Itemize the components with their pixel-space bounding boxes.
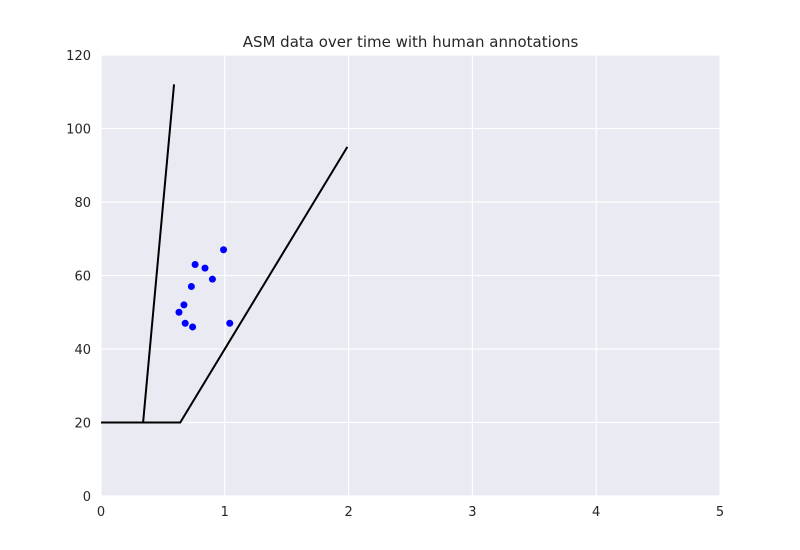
chart-title: ASM data over time with human annotation… (243, 33, 579, 51)
grid-lines (100, 54, 721, 497)
scatter-point (220, 246, 228, 254)
y-tick-label: 40 (74, 343, 91, 358)
x-tick-label: 1 (221, 505, 229, 520)
x-tick-label: 5 (716, 505, 724, 520)
x-tick-labels: 0 1 2 3 4 5 (97, 505, 724, 520)
scatter-point (180, 301, 188, 309)
scatter-point (189, 323, 197, 331)
y-tick-label: 100 (66, 123, 91, 138)
scatter-point (191, 260, 199, 268)
scatter-point (208, 275, 216, 283)
scatter-points-group (175, 246, 234, 331)
y-tick-label: 120 (66, 49, 91, 64)
x-tick-label: 0 (97, 505, 105, 520)
scatter-point (201, 264, 209, 272)
y-tick-label: 60 (74, 270, 91, 285)
scatter-point (226, 319, 234, 327)
x-tick-label: 2 (344, 505, 352, 520)
line-series-group (101, 84, 349, 424)
scatter-point (175, 308, 183, 316)
x-tick-label: 4 (592, 505, 600, 520)
scatter-point (181, 319, 189, 327)
y-tick-labels: 0 20 40 60 80 100 120 (66, 49, 91, 505)
x-tick-label: 3 (468, 505, 476, 520)
y-tick-label: 20 (74, 417, 91, 432)
scatter-point (187, 283, 195, 291)
y-tick-label: 80 (74, 196, 91, 211)
series-line (101, 146, 349, 424)
y-tick-label: 0 (83, 490, 91, 505)
